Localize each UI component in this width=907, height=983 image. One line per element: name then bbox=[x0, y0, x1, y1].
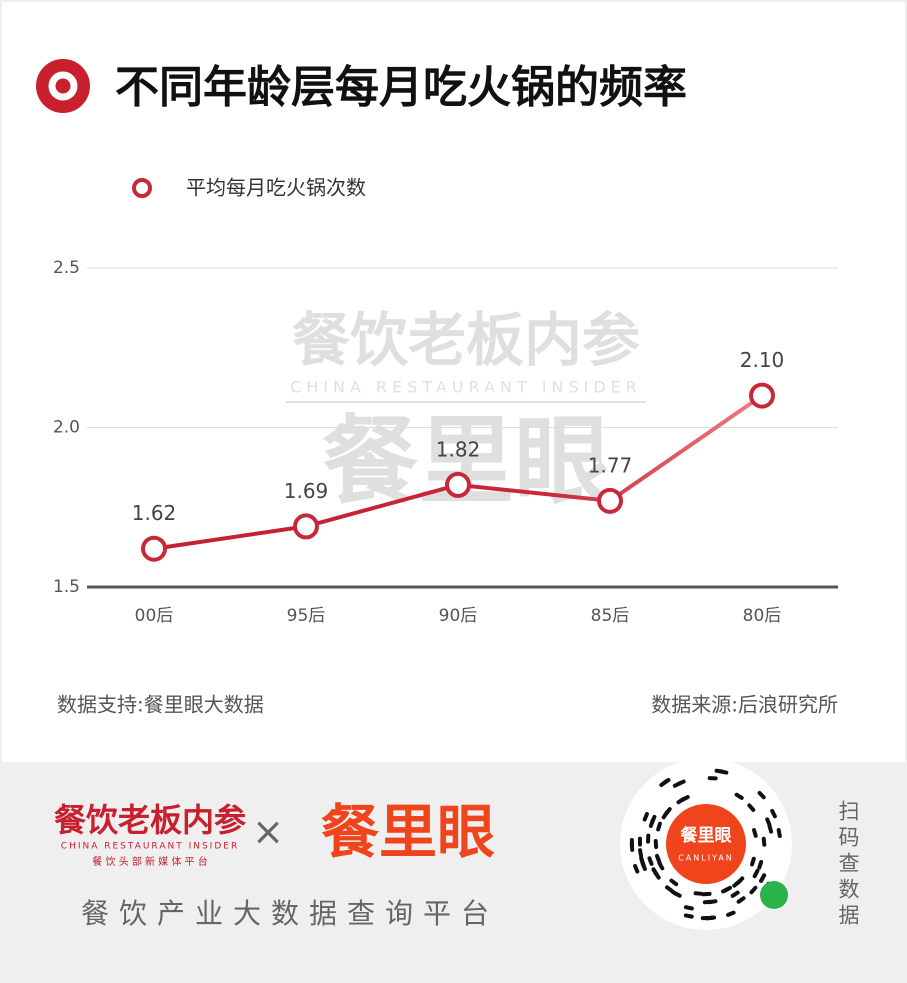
data-point bbox=[597, 487, 623, 514]
x-tick-label: 95后 bbox=[287, 606, 326, 626]
y-tick-label: 1.5 bbox=[53, 577, 80, 597]
qr-dash bbox=[722, 885, 732, 893]
qr-dash bbox=[659, 779, 669, 787]
qr-dash bbox=[726, 910, 736, 917]
qr-dash bbox=[736, 896, 746, 904]
x-tick-label: 90后 bbox=[439, 606, 478, 626]
x-tick-label: 00后 bbox=[135, 606, 174, 626]
chart-title: 不同年龄层每月吃火锅的频率 bbox=[115, 62, 687, 113]
qr-dash bbox=[683, 913, 694, 919]
qr-dash bbox=[647, 856, 654, 866]
watermark-cn: 餐饮老板内参 bbox=[292, 306, 640, 374]
qr-dash bbox=[693, 891, 704, 896]
qr-dash bbox=[665, 885, 674, 893]
data-label: 1.69 bbox=[284, 479, 329, 503]
qr-dash bbox=[770, 808, 777, 819]
qr-dash bbox=[750, 856, 756, 867]
title-icon-ring bbox=[48, 71, 78, 101]
qr-dash bbox=[757, 790, 766, 800]
qr-dash bbox=[714, 768, 725, 774]
qr-dash bbox=[757, 859, 764, 870]
title-icon bbox=[36, 59, 90, 113]
data-label: 1.62 bbox=[132, 501, 177, 525]
qr-dash bbox=[664, 807, 672, 816]
qr-brand: 餐里眼 bbox=[681, 825, 732, 846]
qr-dash bbox=[752, 868, 760, 879]
mini-program-icon bbox=[760, 881, 788, 909]
qr-dash bbox=[749, 885, 758, 895]
qr-dash bbox=[669, 878, 679, 887]
qr-dash bbox=[747, 803, 756, 812]
x-tick-label: 85后 bbox=[591, 606, 630, 626]
source-right: 数据来源:后浪研究所 bbox=[651, 693, 838, 717]
qr-dash bbox=[730, 890, 740, 898]
data-label: 2.10 bbox=[740, 348, 785, 372]
footer-logo-cn: 餐饮老板内参 bbox=[54, 801, 246, 839]
data-point bbox=[445, 471, 471, 498]
footer-logo-tagline: 餐 饮 头 部 新 媒 体 平 台 bbox=[92, 855, 207, 868]
footer-brand: 餐里眼 bbox=[321, 798, 495, 866]
legend-marker bbox=[132, 178, 152, 198]
data-label: 1.77 bbox=[588, 453, 633, 477]
qr-dash bbox=[767, 823, 774, 834]
data-point bbox=[141, 535, 167, 562]
qr-dash bbox=[651, 867, 659, 877]
footer-logo-en: CHINA RESTAURANT INSIDER bbox=[61, 842, 239, 852]
footer-slogan: 餐饮产业大数据查询平台 bbox=[81, 897, 499, 930]
qr-dash bbox=[642, 811, 649, 822]
qr-dash bbox=[761, 836, 767, 847]
footer-times: × bbox=[252, 810, 284, 854]
qr-dash bbox=[655, 855, 662, 865]
qr-dash bbox=[633, 863, 640, 874]
x-tick-label: 80后 bbox=[743, 606, 782, 626]
card bbox=[2, 2, 905, 762]
y-tick-label: 2.0 bbox=[53, 418, 80, 438]
qr-dash bbox=[656, 821, 662, 832]
qr-dash bbox=[752, 828, 758, 838]
watermark-en: CHINA RESTAURANT INSIDER bbox=[290, 378, 642, 397]
qr-en: CANLIYAN bbox=[678, 854, 734, 863]
data-point bbox=[749, 382, 775, 409]
qr-dash bbox=[776, 828, 782, 838]
data-point bbox=[293, 513, 319, 540]
legend-label: 平均每月吃火锅次数 bbox=[186, 176, 366, 200]
qr-dash bbox=[683, 905, 694, 911]
qr-dash bbox=[676, 779, 686, 787]
qr-pattern bbox=[629, 768, 782, 921]
qr-dash bbox=[672, 890, 682, 898]
qr-center bbox=[666, 804, 746, 884]
qr-dash bbox=[638, 848, 644, 859]
source-left: 数据支持:餐里眼大数据 bbox=[57, 693, 264, 717]
watermark-brand: 餐里眼 bbox=[322, 405, 610, 517]
qr-dash bbox=[732, 879, 741, 888]
qr-dash bbox=[759, 873, 766, 883]
y-tick-label: 2.5 bbox=[53, 258, 80, 278]
qr-dash bbox=[704, 915, 715, 921]
qr-dash bbox=[639, 856, 646, 867]
watermark: 餐饮老板内参 CHINA RESTAURANT INSIDER 餐里眼 bbox=[286, 306, 646, 517]
qr-dash bbox=[734, 792, 744, 800]
qr-dash bbox=[648, 818, 655, 828]
data-label: 1.82 bbox=[436, 437, 481, 461]
qr-dash bbox=[680, 795, 690, 802]
scan-text: 扫码查数据 bbox=[836, 800, 860, 930]
qr-dash bbox=[702, 899, 713, 905]
